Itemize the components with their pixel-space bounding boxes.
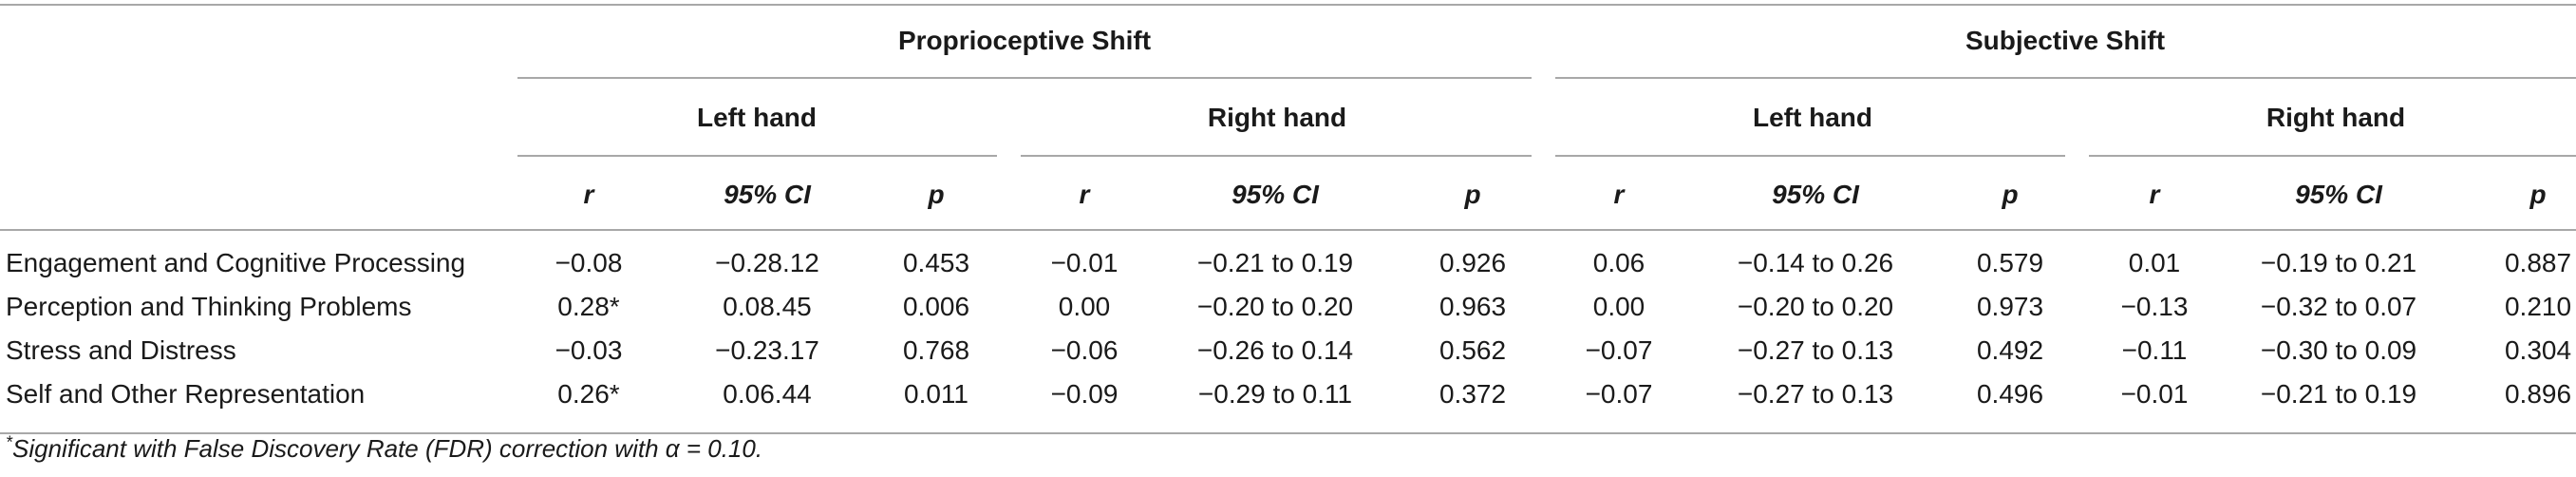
- col-header-p-3: p: [2002, 180, 2019, 209]
- cell-p-2: 0.963: [1438, 292, 1507, 321]
- cell-r-4: −0.11: [2121, 335, 2188, 365]
- cell-p-1: 0.006: [902, 292, 970, 321]
- table-footnote: *Significant with False Discovery Rate (…: [6, 433, 762, 464]
- cell-ci-2: −0.29 to 0.11: [1197, 379, 1353, 409]
- cell-ci-2: −0.20 to 0.20: [1196, 292, 1354, 321]
- cell-ci-3: −0.20 to 0.20: [1737, 292, 1894, 321]
- row-label: Engagement and Cognitive Processing: [6, 248, 466, 277]
- col-header-p-2: p: [1464, 180, 1481, 209]
- cell-r-2: 0.00: [1058, 292, 1111, 321]
- cell-r-4: −0.13: [2120, 292, 2189, 321]
- cell-p-3: 0.973: [1976, 292, 2044, 321]
- cell-r-2: −0.01: [1050, 248, 1119, 277]
- cell-p-3: 0.492: [1976, 335, 2044, 365]
- footnote-text: Significant with False Discovery Rate (F…: [12, 434, 763, 463]
- group-rule-proprioceptive: [517, 77, 1532, 79]
- top-rule: [0, 4, 2576, 6]
- col-header-p-1: p: [928, 180, 945, 209]
- cell-r-3: 0.00: [1592, 292, 1645, 321]
- col-header-ci-1: 95% CI: [724, 180, 811, 209]
- cell-p-1: 0.453: [902, 248, 970, 277]
- cell-r-2: −0.06: [1050, 335, 1119, 365]
- cell-p-4: 0.887: [2504, 248, 2572, 277]
- col-header-r-1: r: [583, 180, 594, 209]
- cell-p-3: 0.579: [1976, 248, 2044, 277]
- hand-header-left-2: Left hand: [1753, 103, 1872, 132]
- col-header-r-4: r: [2149, 180, 2160, 209]
- hand-header-left-1: Left hand: [697, 103, 817, 132]
- cell-r-2: −0.09: [1050, 379, 1119, 409]
- cell-r-3: −0.07: [1585, 379, 1653, 409]
- cell-ci-2: −0.21 to 0.19: [1196, 248, 1354, 277]
- table-bottom-rule: [0, 432, 2576, 434]
- col-header-ci-4: 95% CI: [2295, 180, 2382, 209]
- cell-p-2: 0.926: [1438, 248, 1507, 277]
- cell-ci-3: −0.27 to 0.13: [1737, 379, 1894, 409]
- hand-header-right-1: Right hand: [1207, 103, 1347, 132]
- cell-ci-4: −0.21 to 0.19: [2260, 379, 2417, 409]
- cell-ci-4: −0.32 to 0.07: [2260, 292, 2417, 321]
- col-header-ci-3: 95% CI: [1772, 180, 1859, 209]
- cell-p-2: 0.372: [1438, 379, 1507, 409]
- hand-rule-4: [2089, 155, 2576, 157]
- cell-p-1: 0.768: [902, 335, 970, 365]
- group-rule-subjective: [1555, 77, 2576, 79]
- footnote-mark: *: [6, 432, 13, 452]
- cell-r-1: −0.08: [555, 248, 623, 277]
- hand-rule-3: [1555, 155, 2065, 157]
- cell-r-4: −0.01: [2120, 379, 2189, 409]
- row-label: Stress and Distress: [6, 335, 236, 365]
- cell-p-3: 0.496: [1976, 379, 2044, 409]
- hand-header-right-2: Right hand: [2266, 103, 2406, 132]
- cell-r-1: 0.26*: [557, 379, 620, 409]
- cell-r-3: −0.07: [1585, 335, 1653, 365]
- cell-ci-3: −0.27 to 0.13: [1737, 335, 1894, 365]
- row-label: Perception and Thinking Problems: [6, 292, 412, 321]
- cell-ci-1: 0.06.44: [723, 379, 812, 409]
- cell-ci-1: 0.08.45: [723, 292, 812, 321]
- row-label: Self and Other Representation: [6, 379, 366, 409]
- cell-r-4: 0.01: [2128, 248, 2181, 277]
- col-header-r-2: r: [1079, 180, 1090, 209]
- hand-rule-1: [517, 155, 997, 157]
- cell-ci-4: −0.19 to 0.21: [2260, 248, 2417, 277]
- group-header-proprioceptive-shift: Proprioceptive Shift: [897, 26, 1152, 55]
- col-header-ci-2: 95% CI: [1232, 180, 1319, 209]
- cell-p-2: 0.562: [1438, 335, 1507, 365]
- col-header-r-3: r: [1613, 180, 1625, 209]
- cell-ci-3: −0.14 to 0.26: [1737, 248, 1894, 277]
- cell-r-1: 0.28*: [557, 292, 620, 321]
- cell-r-1: −0.03: [555, 335, 623, 365]
- cell-p-1: 0.011: [904, 379, 968, 409]
- cell-p-4: 0.304: [2504, 335, 2572, 365]
- col-header-p-4: p: [2529, 180, 2547, 209]
- hand-rule-2: [1021, 155, 1532, 157]
- cell-r-3: 0.06: [1592, 248, 1645, 277]
- cell-ci-1: −0.23.17: [715, 335, 819, 365]
- header-bottom-rule: [0, 229, 2576, 231]
- cell-ci-4: −0.30 to 0.09: [2260, 335, 2417, 365]
- cell-p-4: 0.210: [2504, 292, 2572, 321]
- cell-ci-2: −0.26 to 0.14: [1196, 335, 1354, 365]
- cell-ci-1: −0.28.12: [715, 248, 819, 277]
- cell-p-4: 0.896: [2504, 379, 2572, 409]
- group-header-subjective-shift: Subjective Shift: [1965, 26, 2166, 55]
